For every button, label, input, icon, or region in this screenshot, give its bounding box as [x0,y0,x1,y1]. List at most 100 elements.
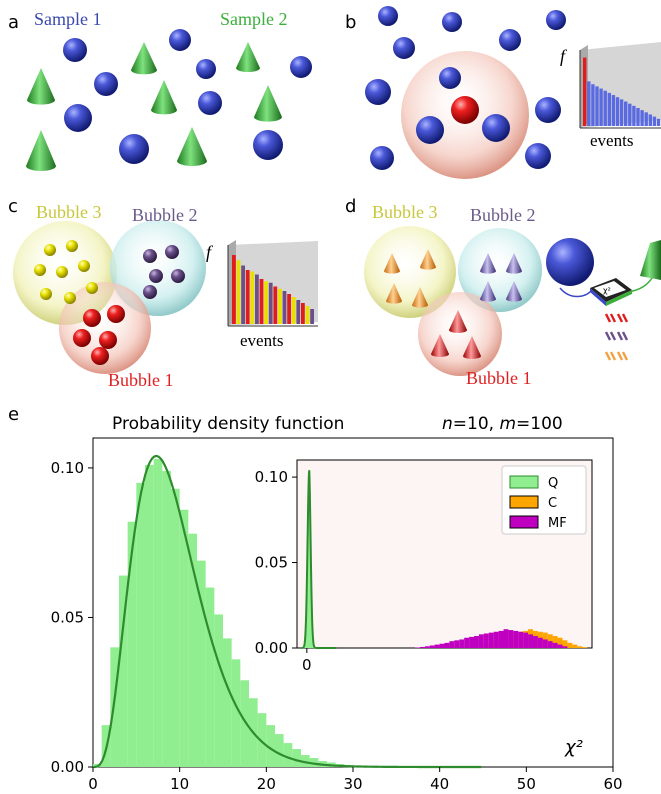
inset-bar-mf [528,634,533,648]
hist-bar-q [223,638,232,767]
inset-bar-mf [434,644,440,648]
sphere-c-yellow-2 [66,240,78,252]
histogram-b-bar [583,57,587,126]
sphere-b-6 [365,79,391,105]
inset-chart: 0 0.00 0.05 0.10 QC MF [255,459,593,674]
panel-letter-c: c [8,196,18,217]
panel-letter-d: d [345,196,356,217]
inset-bar-mf [518,631,524,648]
histogram-c-bar [255,274,259,324]
hist-bar-q [301,755,310,767]
hist-bar-q [153,458,163,767]
sphere-c-yellow-7 [64,292,76,304]
histogram-c-bar [236,260,241,324]
cone-d-orange-3-body [386,283,402,304]
y-tick-label: 0.05 [51,608,84,626]
bubble-2-d [458,228,542,312]
sphere-b-9 [416,116,444,144]
histogram-c-bar [241,265,245,324]
sphere-b-5 [499,29,521,51]
panel-letter-e: e [8,404,19,425]
hist-bar-q [110,647,119,767]
histogram-b-bar [644,112,648,126]
bubble-2-label-c: Bubble 2 [132,205,198,225]
hist-bar-q [292,749,301,767]
x-tick-label: 10 [170,775,189,793]
histogram-c-events-label: events [240,331,283,350]
cone-d-orange-2 [420,249,436,270]
sphere-b-4 [393,37,415,59]
cone-d-purple-2 [506,253,522,274]
chi-square-device: χ² [590,278,632,306]
hist-bar-q [257,713,267,767]
result-mark [604,331,617,341]
sphere-c-yellow-3 [34,264,46,276]
hist-bar-q [188,533,197,767]
sphere-a-2 [94,72,118,96]
inset-bar-mf [469,636,474,648]
cone-a-2-body [236,42,260,72]
legend-swatch [509,495,539,509]
histogram-b-bar [648,114,652,126]
legend-label: Q [548,476,558,491]
sphere-c-purple-2 [165,245,179,259]
sphere-c-purple-5 [143,285,157,299]
cone-d-orange-4-body [412,287,428,308]
chart-title-right: n=10, m=100 [442,414,563,434]
histogram-b-bar [636,108,640,126]
panel-letter-a: a [8,12,19,33]
inset-curve-q [301,470,337,649]
inset-bar-mf [513,630,519,648]
result-mark [616,313,629,323]
histogram-c-bar [301,303,305,324]
inset-bar-mf [419,646,425,648]
inset-bar-mf [552,642,558,648]
sphere-b-1 [378,6,398,26]
histogram-c-bar [245,270,250,324]
probe-sphere [546,238,594,286]
bubble-3-label-d: Bubble 3 [372,202,438,222]
hist-bar-q [240,680,249,767]
inset-bar-c [557,637,563,648]
inset-y-tick-label: 0.05 [255,554,288,572]
inset-bar-c [567,642,573,648]
sphere-b-12 [525,143,551,169]
sphere-a-1 [63,38,87,62]
probe-cone [640,240,661,280]
bubble-1-label-d: Bubble 1 [466,368,532,388]
cone-d-purple-3 [480,281,496,302]
histogram-c-bar [268,282,273,324]
sphere-a-5 [290,56,312,78]
hist-bar-q [266,725,275,767]
hist-bar-q [171,488,180,767]
inset-y-tick-label: 0.10 [255,468,288,486]
histogram-b-bar [615,97,620,126]
inset-bar-c [577,646,583,648]
inset-bar-mf [488,632,494,648]
x-tick-label: 50 [517,775,536,793]
panel-c-illustration [13,220,206,374]
result-mark [604,351,617,361]
inset-bar-mf [415,647,420,648]
bubble-2-label-d: Bubble 2 [470,205,536,225]
inset-y-tick-label: 0.00 [255,639,288,657]
inset-bar-mf [493,631,499,648]
histogram-b-bar [652,116,657,126]
histogram-b [579,42,661,129]
sphere-b-8 [535,97,561,123]
cone-a-1 [131,42,157,75]
cone-d-red-2 [431,334,449,357]
histogram-c [227,240,318,327]
inset-bar-mf [557,644,563,648]
inset-bar-mf [464,637,470,648]
histogram-b-bar [599,88,603,126]
cone-a-5 [254,85,282,122]
cone-d-purple-1 [480,253,496,274]
hist-bar-q [231,659,241,767]
inset-x-tick-label: 0 [302,656,312,674]
cone-d-purple-1-body [480,253,496,274]
histogram-c-f-label: f [206,242,214,262]
cone-d-red-1-body [449,310,467,333]
inset-bar-mf [508,630,514,648]
